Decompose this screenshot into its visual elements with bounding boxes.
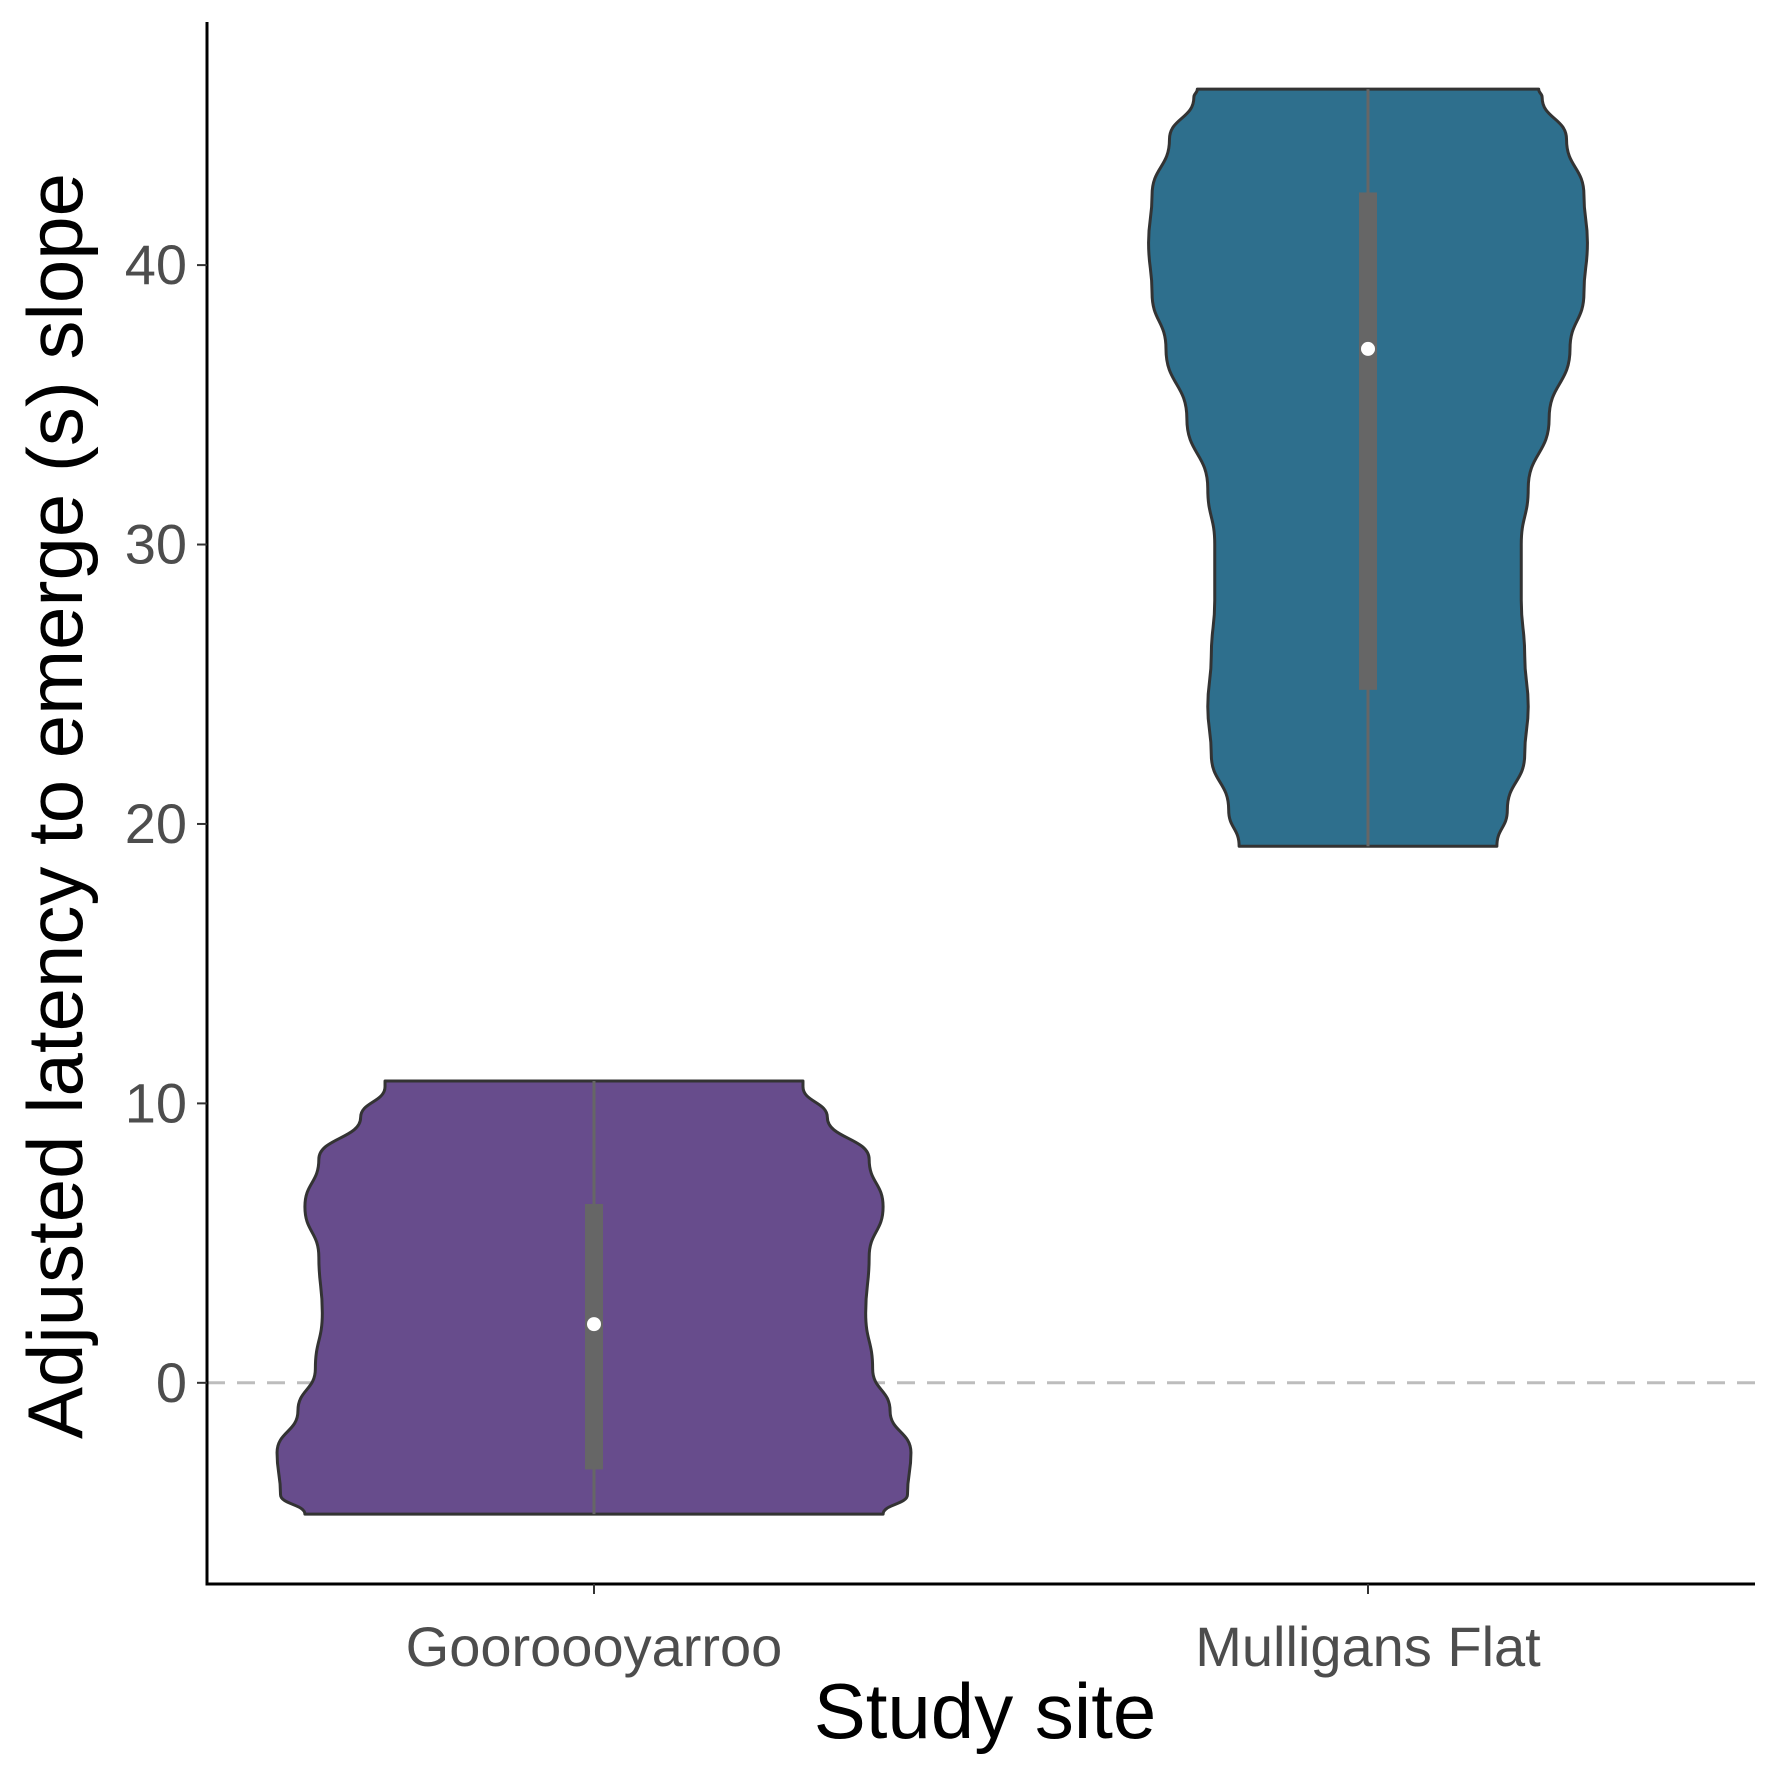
- tick-layer: 0 10 20 30 40 Gooroooyarroo Mulligans Flat: [125, 233, 1541, 1678]
- y-axis-title: Adjusted latency to emerge (s) slope: [11, 173, 99, 1439]
- x-tick-label: Gooroooyarroo: [406, 1615, 783, 1678]
- y-tick-label: 20: [125, 792, 187, 855]
- violin-median-point: [587, 1317, 601, 1332]
- violin-layer: [275, 87, 1589, 1516]
- y-tick-label: 40: [125, 233, 187, 296]
- violin-iqr-box: [585, 1203, 603, 1470]
- y-tick-label: 10: [125, 1071, 187, 1134]
- y-tick-label: 0: [156, 1351, 187, 1414]
- x-tick-label: Mulligans Flat: [1195, 1615, 1541, 1678]
- violin-median-point: [1361, 341, 1375, 356]
- violin-iqr-box: [1359, 192, 1377, 690]
- axis-layer: [205, 22, 1755, 1586]
- x-axis-title: Study site: [814, 1667, 1157, 1755]
- y-tick-label: 30: [125, 513, 187, 576]
